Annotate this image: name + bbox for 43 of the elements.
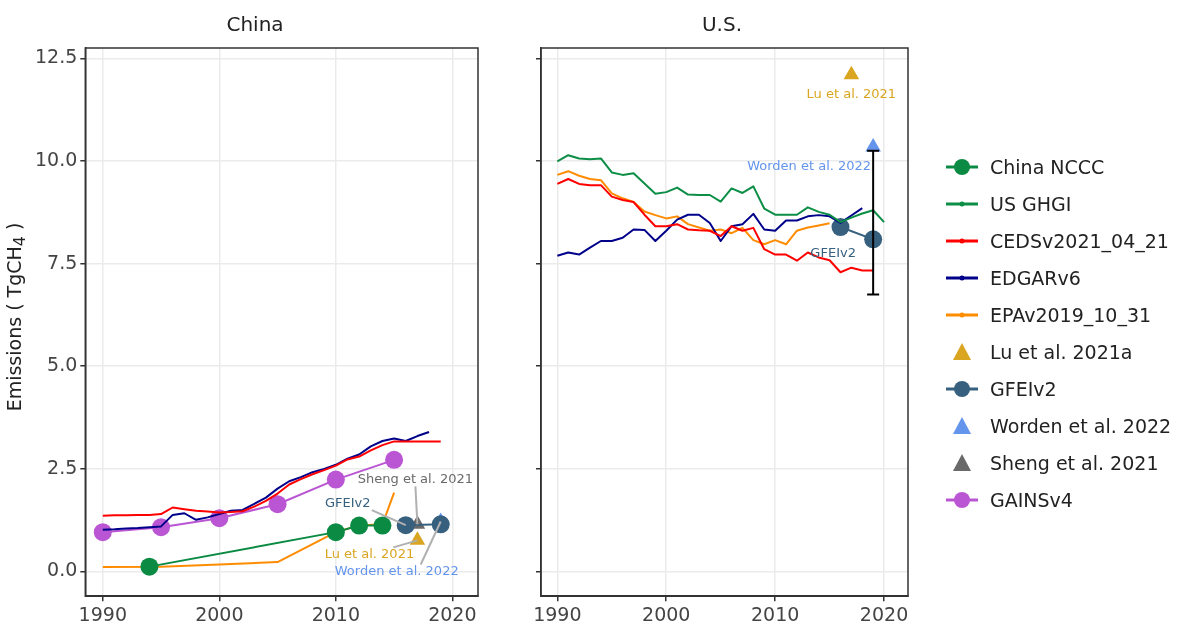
legend-label: China NCCC: [990, 155, 1105, 178]
x-tick-label: 2010: [750, 602, 800, 625]
y-tick-label: 12.5: [34, 45, 78, 68]
point: [326, 523, 345, 542]
y-tick-label: 0.0: [47, 558, 78, 581]
x-tick-label: 1990: [78, 602, 127, 625]
point: [396, 516, 415, 535]
point: [385, 450, 404, 469]
legend-label: Lu et al. 2021a: [990, 340, 1133, 363]
y-tick-label: 10.0: [34, 147, 78, 170]
annotation: Worden et al. 2022: [334, 562, 459, 578]
chart-title: China: [226, 12, 284, 37]
point: [373, 516, 392, 535]
legend-label: EDGARv6: [990, 266, 1081, 289]
legend-label: GFEIv2: [990, 377, 1057, 400]
point: [843, 65, 860, 80]
x-tick-label: 2020: [428, 602, 477, 625]
point: [268, 495, 287, 514]
point: [93, 523, 112, 542]
annotation: GFEIv2: [324, 494, 371, 510]
y-tick-label: 2.5: [47, 455, 78, 478]
legend-label: CEDSv2021_04_21: [990, 229, 1169, 252]
x-tick-label: 2010: [311, 602, 361, 625]
annotation: Lu et al. 2021: [324, 545, 415, 561]
x-tick-label: 2000: [642, 602, 691, 625]
legend-label: Worden et al. 2022: [990, 414, 1172, 437]
y-tick-label: 7.5: [47, 250, 78, 273]
x-tick-label: 1990: [533, 602, 582, 625]
x-tick-label: 2000: [195, 602, 244, 625]
legend-label: GAINSv4: [990, 488, 1073, 511]
annotation: Lu et al. 2021: [806, 86, 897, 102]
legend-label: Sheng et al. 2021: [990, 451, 1159, 474]
y-tick-label: 5.0: [47, 353, 78, 376]
x-tick-label: 2020: [859, 602, 909, 625]
legend-label: EPAv2019_10_31: [990, 303, 1152, 326]
point: [350, 516, 369, 535]
text: US GHGI: [990, 192, 1072, 215]
annotation: Sheng et al. 2021: [357, 470, 474, 486]
annotation: GFEIv2: [810, 244, 856, 260]
point: [140, 557, 159, 576]
point: [326, 470, 345, 489]
chart-title: U.S.: [701, 12, 743, 37]
annotation: Worden et al. 2022: [747, 158, 872, 174]
